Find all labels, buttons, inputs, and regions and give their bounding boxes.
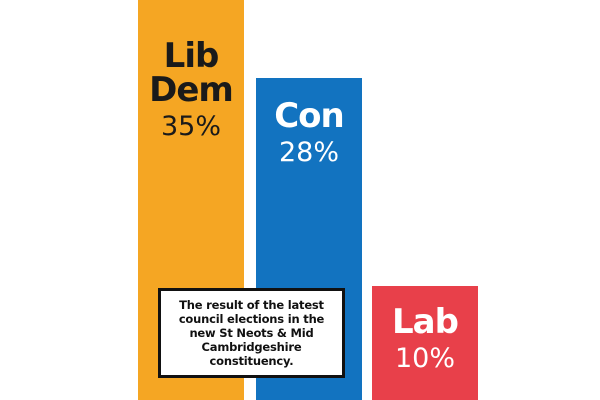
- value-label-lib-dem: 35%: [160, 111, 221, 142]
- caption-text: The result of the latest council electio…: [178, 298, 325, 368]
- bar-lab: [372, 286, 478, 400]
- bar-label-lab: Lab: [392, 302, 459, 342]
- bar-label-lib-dem-2: Dem: [149, 70, 234, 110]
- bar-label-con: Con: [274, 96, 345, 136]
- value-label-con: 28%: [278, 137, 339, 168]
- bar-label-lib-dem-1: Lib: [163, 36, 220, 76]
- value-label-lab: 10%: [394, 343, 455, 374]
- caption-box: The result of the latest council electio…: [158, 288, 345, 378]
